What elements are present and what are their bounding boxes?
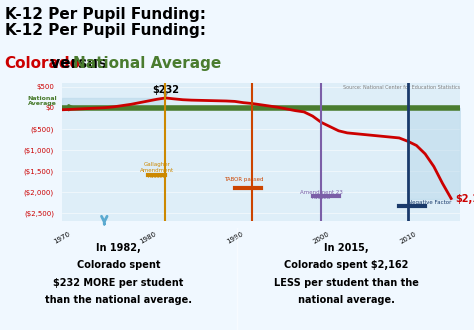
Text: Negative Factor: Negative Factor xyxy=(408,200,451,205)
Text: National
Average: National Average xyxy=(27,96,57,107)
Text: K-12 Per Pupil Funding:: K-12 Per Pupil Funding: xyxy=(5,23,206,38)
Text: versus: versus xyxy=(45,56,112,71)
Text: than the national average.: than the national average. xyxy=(45,295,192,305)
Text: In 2015,: In 2015, xyxy=(324,243,368,253)
Text: K-12 Per Pupil Funding:: K-12 Per Pupil Funding: xyxy=(5,7,206,22)
Text: In 1982,: In 1982, xyxy=(96,243,141,253)
Text: Gallagher
Amendment
Passed: Gallagher Amendment Passed xyxy=(140,162,174,179)
Text: Colorado spent $2,162: Colorado spent $2,162 xyxy=(284,260,408,271)
Text: national average.: national average. xyxy=(298,295,394,305)
Text: Colorado: Colorado xyxy=(5,56,81,71)
Text: LESS per student than the: LESS per student than the xyxy=(273,278,419,288)
Text: TABOR passed: TABOR passed xyxy=(224,177,263,182)
Text: Source: National Center for Education Statistics: Source: National Center for Education St… xyxy=(343,84,460,90)
Text: National Average: National Average xyxy=(73,56,221,71)
Text: $2,162: $2,162 xyxy=(456,193,474,204)
Text: $232 MORE per student: $232 MORE per student xyxy=(53,278,184,288)
Text: Colorado spent: Colorado spent xyxy=(77,260,160,271)
Text: Amendment 23
Passed: Amendment 23 Passed xyxy=(300,190,343,200)
Text: $232: $232 xyxy=(152,85,179,98)
